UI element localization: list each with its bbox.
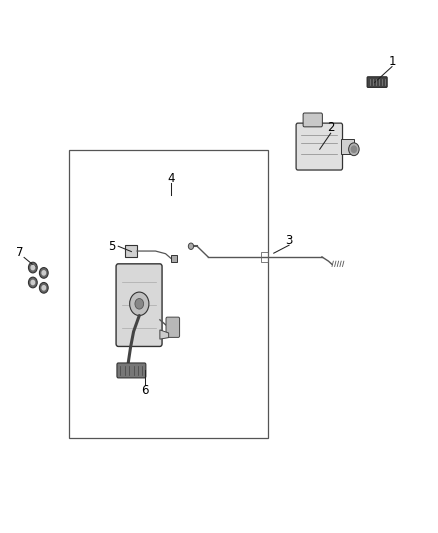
Circle shape <box>28 262 37 273</box>
FancyBboxPatch shape <box>296 123 343 170</box>
Circle shape <box>39 282 48 293</box>
Circle shape <box>39 268 48 278</box>
Polygon shape <box>160 330 169 339</box>
Bar <box>341 139 354 154</box>
Text: 3: 3 <box>286 235 293 247</box>
Circle shape <box>135 298 144 309</box>
Circle shape <box>188 243 194 249</box>
Circle shape <box>349 143 359 156</box>
Text: 1: 1 <box>388 55 396 68</box>
Circle shape <box>130 292 149 316</box>
FancyBboxPatch shape <box>303 113 322 127</box>
Bar <box>261 252 268 262</box>
Text: 6: 6 <box>141 384 148 397</box>
Circle shape <box>42 286 46 290</box>
Circle shape <box>351 146 357 152</box>
FancyBboxPatch shape <box>166 317 180 337</box>
Text: 5: 5 <box>108 240 115 253</box>
Circle shape <box>31 265 35 270</box>
Bar <box>171 255 177 262</box>
Text: 4: 4 <box>167 172 175 185</box>
Bar <box>69 150 268 438</box>
FancyBboxPatch shape <box>117 363 146 378</box>
FancyBboxPatch shape <box>116 264 162 346</box>
Text: 7: 7 <box>16 246 24 259</box>
Circle shape <box>28 277 37 288</box>
Text: 2: 2 <box>327 122 335 134</box>
Bar <box>125 245 137 257</box>
FancyBboxPatch shape <box>367 77 387 87</box>
Circle shape <box>31 280 35 285</box>
Circle shape <box>42 271 46 275</box>
